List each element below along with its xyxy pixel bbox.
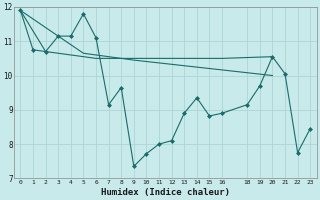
X-axis label: Humidex (Indice chaleur): Humidex (Indice chaleur) <box>101 188 230 197</box>
